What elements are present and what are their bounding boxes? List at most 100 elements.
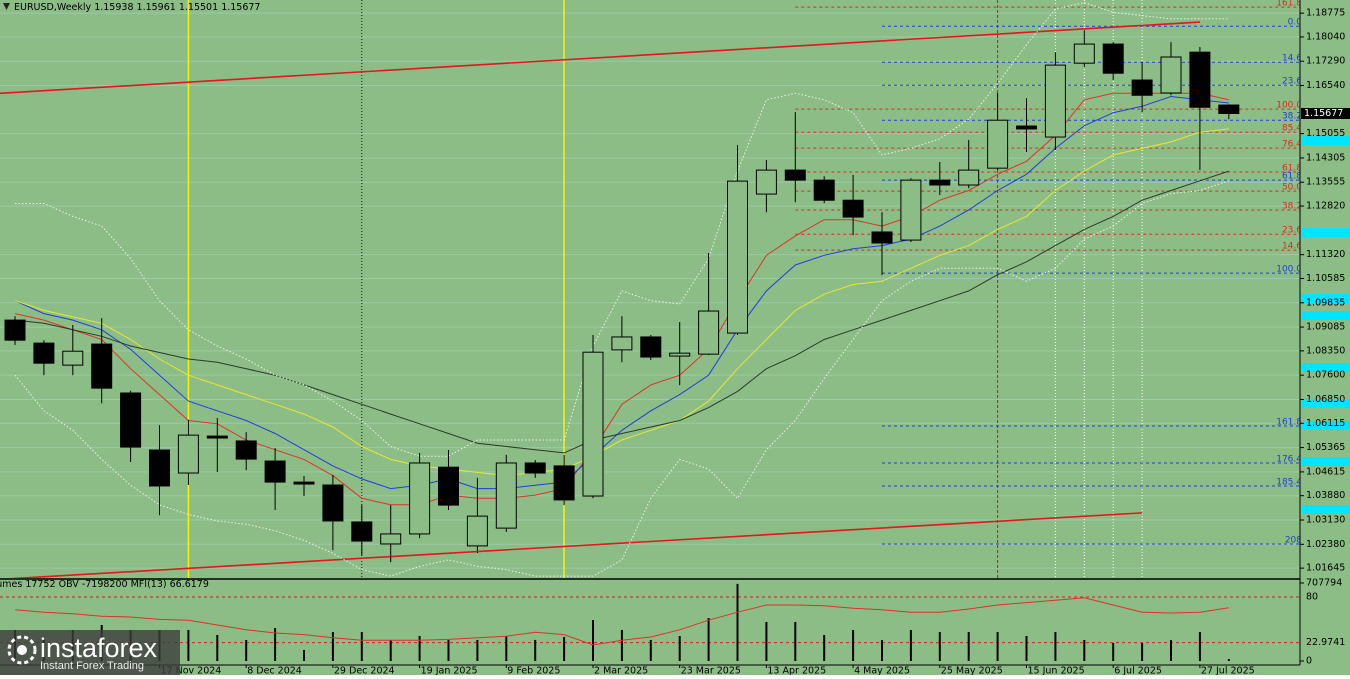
current-price-box [1301,107,1350,119]
candle-body [120,392,142,448]
object-label-box [1302,294,1350,303]
x-tick-label: 25 May 2025 [941,666,1003,676]
candle-body [206,435,228,439]
x-tick-label: 23 Mar 2025 [681,666,741,676]
fibo-label: 161.8 [1276,0,1302,9]
y-tick-label: 1.06850 [1306,394,1345,405]
indicator-line [14,128,1229,477]
y-tick-label: 1.01645 [1306,563,1345,574]
candle-body [1102,43,1124,74]
candle-body [264,460,286,483]
candle-body [1218,104,1240,114]
candle-body [1189,51,1211,108]
candle-body [438,466,459,506]
mfi-label: MFI(13) [131,579,167,590]
y-tick-label: 1.18775 [1306,8,1345,19]
x-tick-label: 19 Jan 2025 [421,666,478,676]
candle-body [900,179,922,241]
object-label-box [1302,505,1350,514]
fibo-label: 185.4 [1276,477,1302,487]
fibo-label: 161.8 [1276,418,1302,428]
x-tick-label: 15 Jun 2025 [1028,666,1085,676]
watermark: instaforex Instant Forex Trading [0,630,180,675]
object-label-box [1302,228,1350,237]
fibo-label: 100.0 [1276,265,1302,275]
candle-body [380,533,402,545]
fibo-label: 38.2 [1282,112,1302,122]
volume-tick-label: 0 [1306,656,1312,667]
watermark-name: instaforex [40,633,158,663]
y-tick-label: 1.09835 [1306,297,1345,308]
fibo-label: 23.6 [1282,77,1302,87]
y-tick-label: 1.07600 [1306,370,1345,381]
y-tick-label: 1.10585 [1306,273,1345,284]
fibo-label: 38.2 [1282,201,1302,211]
candle-body [611,336,633,351]
candle-body [293,481,315,485]
mfi-tick-label: 22.9741 [1306,637,1345,648]
candle-body [784,169,806,181]
candle-body [640,336,662,358]
volume-label: Volumes [0,579,22,590]
watermark-icon-core [17,645,27,655]
x-tick-label: 2 Mar 2025 [594,666,648,676]
sub-header: Volumes 17752 OBV -7198200 MFI(13) 66.61… [0,579,209,590]
candle-body [698,310,720,355]
y-tick-label: 1.03880 [1306,490,1345,501]
candle-body [91,343,113,389]
candle-body [1073,43,1095,64]
mfi-line [14,597,1229,646]
candle-body [4,319,26,341]
y-tick-label: 1.02380 [1306,539,1345,550]
candle-body [929,179,951,186]
y-tick-label: 1.17290 [1306,56,1345,67]
y-tick-label: 1.04615 [1306,466,1345,477]
trend-line [8,512,1143,578]
volume-tick-label: 707794 [1306,578,1342,589]
y-tick-label: 1.09085 [1306,322,1345,333]
candle-body [871,231,893,244]
fibo-label: 208 [1285,535,1302,545]
candle-body [727,180,748,334]
candle-body [322,484,344,522]
fibo-label: 100.0 [1276,101,1302,111]
y-tick-label: 1.11320 [1306,249,1345,260]
candle-body [524,462,546,474]
indicator-line [15,2,1229,457]
candle-body [755,169,777,195]
object-label-box [1302,399,1350,408]
x-tick-label: 8 Dec 2024 [247,666,302,676]
fibo-label: 61.8 [1282,172,1302,182]
watermark-tagline: Instant Forex Trading [40,660,144,672]
candle-body [813,179,835,201]
object-label-box [1302,311,1350,320]
last-high: 1.15961 [137,2,176,13]
fibo-label: 14.6 [1282,54,1302,64]
fibo-label: 14.6 [1282,242,1302,252]
y-tick-label: 1.13555 [1306,177,1345,188]
candle-body [842,199,864,218]
y-tick-label: 1.08350 [1306,345,1345,356]
indicator-layer [0,2,1229,578]
candle-body [62,350,84,366]
candle-body [958,169,980,186]
candle-body [582,351,604,497]
fibo-label: 50.0 [1282,183,1302,193]
object-label-box [1302,363,1350,372]
y-tick-label: 1.18040 [1306,31,1345,42]
trend-line [0,21,1201,95]
volume-last: 17752 [25,579,55,590]
candle-body [987,119,1009,169]
obv-value: -7198200 [82,579,128,590]
fibo-layer: 161.8100.085.476.461.850.038.223.614.60.… [795,0,1302,545]
axis-layer: 1.18775 1.18040 1.17290 1.16540 1.15055 1.143… [1300,8,1350,667]
object-label-box [1302,457,1350,466]
y-tick-label: 1.15055 [1306,128,1345,139]
watermark-icon [7,635,37,665]
symbol: EURUSD,Weekly [14,2,92,13]
fibo-label: 61.8 [1282,164,1302,174]
x-tick-label: 17 Nov 2024 [161,666,222,676]
indicator-line [14,180,1229,577]
watermark-box [0,630,180,675]
